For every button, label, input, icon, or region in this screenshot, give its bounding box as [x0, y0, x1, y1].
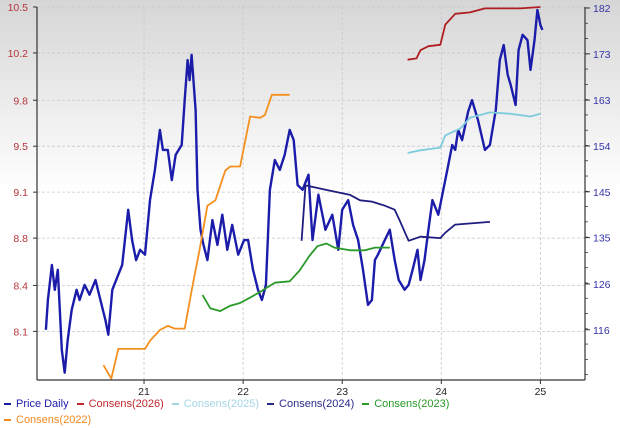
legend-label: Consens(2023): [374, 398, 450, 410]
gridlines: [37, 6, 585, 380]
right-axis-tick-label: 182: [593, 3, 611, 15]
legend-item: Consens(2026): [76, 396, 164, 412]
x-axis-tick-label: 21: [138, 386, 150, 398]
legend-swatch: [362, 403, 370, 406]
right-axis-tick-label: 126: [593, 279, 611, 291]
legend-swatch: [267, 403, 275, 406]
series-line-consens-2023: [201, 242, 390, 313]
series-line-price-daily: [44, 8, 544, 374]
legend: Price Daily Consens(2026) Consens(2025) Con…: [4, 396, 614, 428]
series-line-consens-2025: [407, 111, 541, 154]
legend-item: Consens(2025): [171, 396, 260, 412]
series-lines: [44, 6, 544, 380]
legend-label: Consens(2024): [279, 398, 355, 410]
x-axis-tick-label: 23: [336, 386, 348, 398]
right-axis-tick-label: 116: [593, 325, 610, 337]
legend-item: Consens(2024): [267, 396, 354, 412]
legend-item: Consens(2022): [4, 412, 91, 428]
legend-swatch: [4, 403, 11, 406]
legend-swatch: [171, 403, 179, 406]
right-axis-tick-label: 145: [593, 187, 611, 199]
left-axis-tick-label: 8.1: [13, 326, 28, 338]
left-axis-tick-label: 9.8: [13, 95, 28, 107]
left-axis-tick-label: 8.8: [13, 233, 28, 245]
x-axis-tick-label: 24: [435, 386, 447, 398]
legend-swatch: [4, 419, 11, 422]
legend-label: Consens(2022): [16, 414, 92, 426]
left-axis-tick-label: 9.5: [13, 141, 28, 153]
legend-item: Price Daily: [4, 396, 69, 412]
right-axis-tick-label: 135: [593, 233, 611, 245]
x-axis-tick-label: 25: [535, 386, 547, 398]
right-axis-tick-label: 163: [593, 95, 611, 107]
tick-labels: 10.5 10.2 9.8 9.5 9.1 8.8 8.4 8.1 182 173 163 154 14…: [8, 2, 611, 398]
left-axis-tick-label: 9.1: [13, 187, 28, 199]
legend-label: Consens(2025): [183, 398, 260, 410]
right-axis-tick-label: 173: [593, 49, 611, 61]
right-axis-tick-label: 154: [593, 141, 611, 153]
x-axis-tick-label: 22: [237, 386, 249, 398]
series-line-consens-2024: [300, 184, 490, 242]
left-axis-tick-label: 10.2: [8, 48, 29, 60]
legend-label: Consens(2026): [88, 398, 164, 410]
legend-swatch: [76, 403, 84, 406]
series-line-consens-2026: [407, 6, 541, 61]
left-axis-tick-label: 8.4: [13, 280, 28, 292]
left-axis-tick-label: 10.5: [8, 2, 29, 14]
legend-label: Price Daily: [16, 398, 69, 410]
legend-item: Consens(2023): [362, 396, 449, 412]
axes: [33, 6, 590, 384]
series-line-consens-2022: [102, 93, 290, 380]
